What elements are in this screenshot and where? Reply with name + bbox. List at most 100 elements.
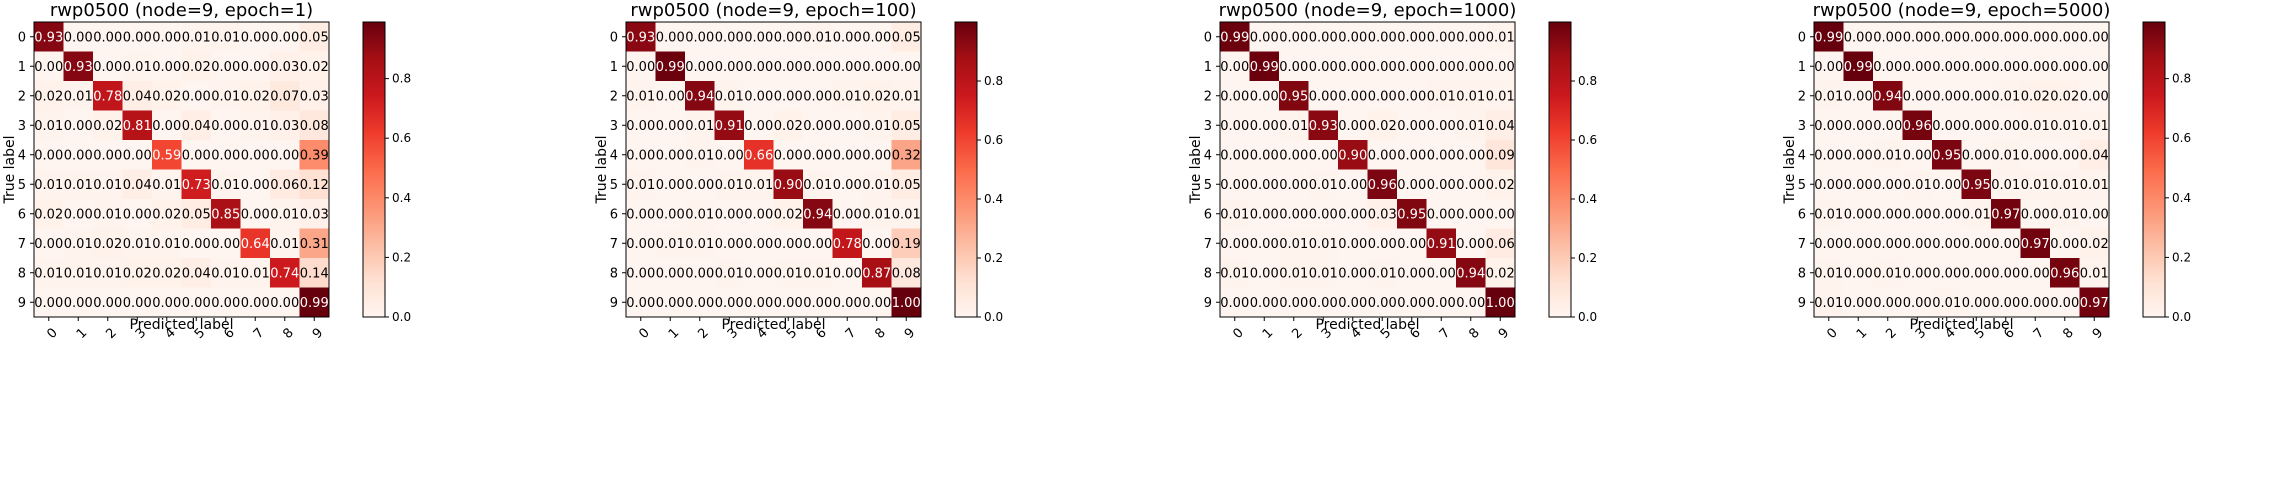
cell-value-label: 0.00 [1903, 148, 1932, 163]
cell-value-label: 0.01 [34, 119, 63, 134]
cell-value-label: 0.01 [2050, 119, 2079, 134]
cell-value-label: 0.14 [300, 266, 329, 281]
cell-value-label: 0.00 [182, 148, 211, 163]
heatmap-cell [93, 169, 123, 200]
cell-value-label: 0.93 [64, 60, 93, 75]
cell-value-label: 0.01 [123, 60, 152, 75]
y-axis-label: True label [2, 135, 18, 204]
heatmap-cell [270, 22, 300, 52]
heatmap-cell [2020, 199, 2051, 229]
cell-value-label: 0.93 [626, 30, 655, 45]
cell-value-label: 0.02 [1486, 266, 1515, 281]
cell-value-label: 0.00 [1456, 30, 1485, 45]
cell-value-label: 0.00 [1903, 266, 1932, 281]
cell-value-label: 0.32 [892, 148, 921, 163]
heatmap-cell [1220, 199, 1250, 229]
y-tick-label: 0 [1798, 30, 1806, 45]
heatmap-cell [34, 199, 64, 229]
cell-value-label: 0.00 [123, 148, 152, 163]
cell-value-label: 0.00 [270, 296, 299, 311]
heatmap-cell [626, 81, 656, 111]
x-tick-label: 9 [902, 325, 918, 341]
heatmap-cell [744, 199, 774, 229]
heatmap-cell [1279, 110, 1309, 141]
heatmap-cell [1456, 287, 1486, 318]
cell-value-label: 0.00 [685, 296, 714, 311]
cell-value-label: 0.01 [1991, 148, 2020, 163]
cell-value-label: 0.04 [1486, 119, 1515, 134]
cell-value-label: 0.00 [1250, 178, 1279, 193]
heatmap-cell [714, 110, 745, 141]
cell-value-label: 0.99 [300, 296, 329, 311]
cell-value-label: 0.00 [1368, 296, 1397, 311]
heatmap-cell [1367, 169, 1398, 200]
cell-value-label: 0.00 [803, 148, 832, 163]
y-tick-label: 2 [1204, 89, 1212, 104]
heatmap-cell [211, 110, 241, 141]
heatmap-cell [1220, 22, 1250, 52]
heatmap-cell [2020, 258, 2051, 288]
x-tick-label: 2 [103, 325, 119, 341]
cell-value-label: 0.00 [833, 148, 862, 163]
heatmap-cell [34, 22, 64, 52]
y-tick-label: 0 [1204, 30, 1212, 45]
cell-value-label: 0.00 [1338, 89, 1367, 104]
heatmap-cell [862, 287, 892, 318]
y-tick-label: 7 [1798, 237, 1806, 252]
cell-value-label: 0.00 [2080, 207, 2109, 222]
cell-value-label: 0.03 [1368, 207, 1397, 222]
x-tick-label: 8 [2060, 325, 2076, 341]
heatmap-cell [891, 51, 922, 82]
heatmap-cell [211, 228, 241, 259]
heatmap-cell [891, 140, 922, 170]
x-tick-label: 8 [872, 325, 888, 341]
cell-value-label: 0.00 [1962, 148, 1991, 163]
cell-value-label: 0.01 [270, 207, 299, 222]
x-tick-label: 9 [310, 325, 326, 341]
heatmap-cell [832, 22, 863, 52]
heatmap-cell [773, 110, 804, 141]
cell-value-label: 0.00 [1397, 60, 1426, 75]
cell-value-label: 0.94 [685, 89, 714, 104]
heatmap-cell [1961, 287, 1992, 318]
heatmap-cell [63, 169, 94, 200]
heatmap-cell [1814, 169, 1844, 200]
cell-value-label: 0.00 [1368, 89, 1397, 104]
x-axis-label: Predicted label [1315, 317, 1419, 333]
heatmap-cell [240, 169, 271, 200]
cell-value-label: 0.00 [1220, 60, 1249, 75]
cell-value-label: 0.00 [2050, 60, 2079, 75]
heatmap-cell [832, 199, 863, 229]
heatmap-cell [2020, 81, 2051, 111]
cell-value-label: 0.00 [1844, 89, 1873, 104]
cell-value-label: 0.66 [744, 148, 773, 163]
cell-value-label: 0.00 [123, 207, 152, 222]
heatmap-cell [744, 81, 774, 111]
x-tick-label: 9 [1496, 325, 1512, 341]
cell-value-label: 0.00 [1220, 148, 1249, 163]
cell-value-label: 0.01 [241, 119, 270, 134]
heatmap-cell [862, 81, 892, 111]
heatmap-cell [2020, 140, 2051, 170]
heatmap-cell [685, 199, 715, 229]
y-tick-label: 6 [1798, 207, 1806, 222]
cell-value-label: 0.00 [1397, 148, 1426, 163]
heatmap-cell [773, 169, 804, 200]
heatmap-cell [34, 258, 64, 288]
cell-value-label: 0.00 [833, 30, 862, 45]
cell-value-label: 0.04 [182, 266, 211, 281]
x-tick-label: 0 [636, 325, 652, 341]
cell-value-label: 0.00 [1991, 119, 2020, 134]
heatmap-cell [1932, 81, 1962, 111]
heatmap-cell [270, 287, 300, 318]
cell-value-label: 0.99 [1844, 60, 1873, 75]
cell-value-label: 0.00 [1427, 296, 1456, 311]
cell-value-label: 0.00 [152, 60, 181, 75]
heatmap-cell [1308, 22, 1339, 52]
heatmap-cell [1932, 51, 1962, 82]
cell-value-label: 0.01 [152, 178, 181, 193]
y-tick-label: 3 [18, 119, 26, 134]
heatmap-cell [211, 81, 241, 111]
heatmap-cell [744, 258, 774, 288]
cell-value-label: 0.00 [685, 60, 714, 75]
